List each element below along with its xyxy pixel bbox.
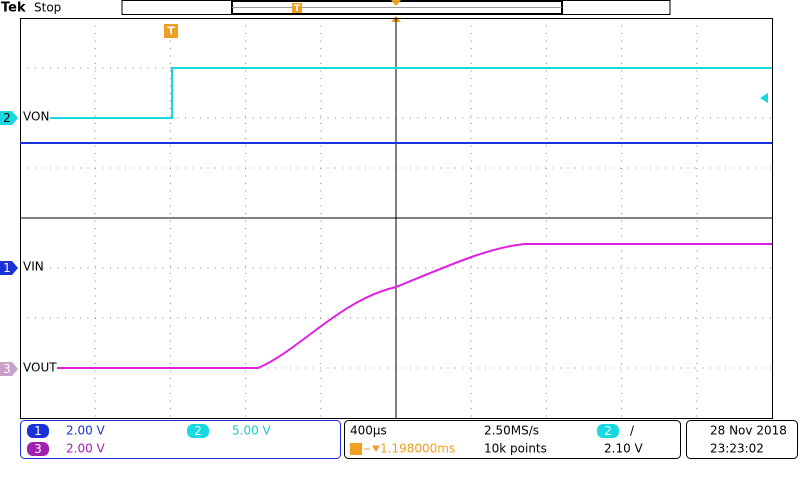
ch-scale: 2.00 V (66, 442, 106, 456)
channel-marker (0, 261, 18, 275)
trigger-icon (350, 443, 362, 455)
brand: Tek (1, 1, 26, 16)
waveform-ch3 (57, 243, 772, 369)
horizontal-panel (344, 420, 681, 459)
trigger-channel: 2 (604, 424, 612, 438)
sample-rate: 2.50MS/s (484, 424, 539, 438)
ch-number: 1 (34, 424, 42, 438)
waveform-ch2 (50, 67, 772, 119)
time: 23:23:02 (710, 442, 764, 456)
channel-number: 1 (3, 261, 11, 275)
ch-scale: 2.00 V (66, 424, 106, 438)
trigger-marker: T (167, 25, 175, 38)
trigger-arrow (364, 445, 380, 452)
record-trigger: T (294, 4, 301, 14)
ch-number: 2 (194, 424, 202, 438)
trigger-level: 2.10 V (604, 442, 644, 456)
trigger-icon (164, 24, 178, 38)
ch-badge (187, 424, 209, 438)
timebase: 400µs (350, 424, 387, 438)
channel-label: VOUT (23, 361, 57, 375)
vertical-panel (20, 420, 341, 459)
trigger-position: 1.198000ms (380, 442, 455, 456)
channel-marker (0, 111, 18, 125)
channel-marker (0, 362, 18, 376)
ch-scale: 5.00 V (232, 424, 272, 438)
date: 28 Nov 2018 (710, 424, 787, 438)
status: Stop (34, 1, 61, 15)
channel-label: VIN (23, 260, 44, 274)
ch-number: 3 (34, 442, 42, 456)
channel-label: VON (23, 110, 49, 124)
ch-badge (27, 424, 49, 438)
record-length: 10k points (484, 442, 547, 456)
datetime-panel (686, 420, 798, 459)
ch-badge (597, 424, 619, 438)
channel-number: 3 (3, 362, 11, 376)
trigger-level-marker (760, 93, 768, 103)
center-marker (391, 0, 401, 6)
record-trigger-icon (292, 3, 302, 13)
channel-number: 2 (3, 111, 11, 125)
trigger-slope: / (630, 424, 635, 438)
ch-badge (27, 442, 49, 456)
